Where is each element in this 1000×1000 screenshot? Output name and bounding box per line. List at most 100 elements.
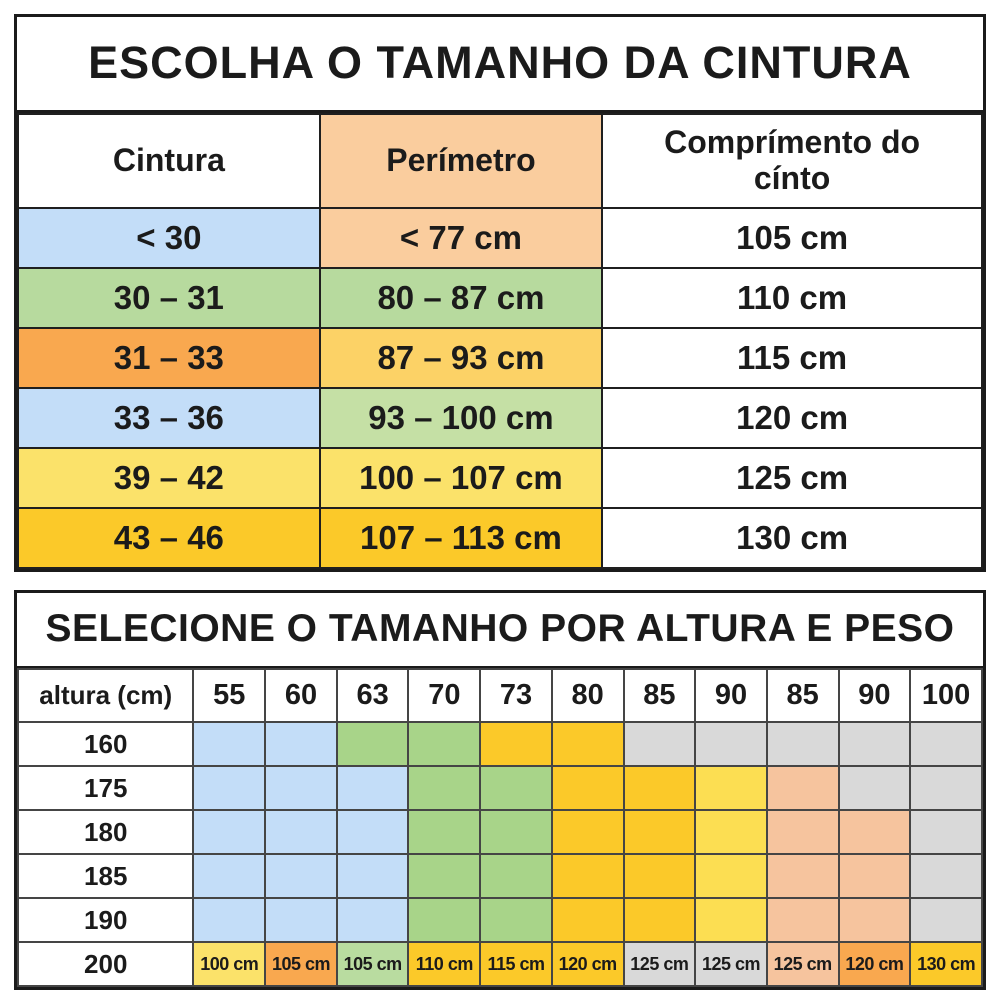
color-cell bbox=[694, 897, 768, 943]
color-cell bbox=[479, 809, 553, 855]
color-cell bbox=[837, 809, 912, 855]
color-cell bbox=[622, 765, 697, 811]
column-header: 100 bbox=[909, 668, 983, 723]
height-row-header: 190 bbox=[16, 897, 195, 943]
size-cell: 110 cm bbox=[601, 267, 983, 329]
size-cell: 80 – 87 cm bbox=[318, 267, 604, 329]
size-cell: 130 cm bbox=[909, 941, 983, 987]
color-cell bbox=[550, 765, 625, 811]
color-cell bbox=[335, 765, 410, 811]
size-cell: 120 cm bbox=[837, 941, 912, 987]
color-cell bbox=[479, 765, 553, 811]
table-row: 31 – 33 87 – 93 cm 115 cm bbox=[17, 327, 983, 389]
color-cell bbox=[622, 897, 697, 943]
size-cell: 30 – 31 bbox=[17, 267, 321, 329]
color-cell bbox=[407, 897, 482, 943]
color-cell bbox=[550, 809, 625, 855]
height-weight-table-title: SELECIONE O TAMANHO POR ALTURA E PESO bbox=[17, 593, 983, 668]
size-cell: < 30 bbox=[17, 207, 321, 269]
table-row: 39 – 42 100 – 107 cm 125 cm bbox=[17, 447, 983, 509]
column-header: 80 bbox=[550, 668, 625, 723]
color-cell bbox=[909, 765, 983, 811]
column-header: 85 bbox=[622, 668, 697, 723]
color-cell bbox=[765, 853, 840, 899]
size-cell: 130 cm bbox=[601, 507, 983, 569]
table-row: 185 bbox=[16, 853, 983, 899]
color-cell bbox=[837, 853, 912, 899]
color-cell bbox=[479, 721, 553, 767]
waist-table-header-row: Cintura Perímetro Comprímento do cínto bbox=[17, 113, 983, 209]
size-cell: 120 cm bbox=[601, 387, 983, 449]
color-cell bbox=[909, 721, 983, 767]
color-cell bbox=[765, 765, 840, 811]
table-row: 175 bbox=[16, 765, 983, 811]
column-header-label: Comprímento do cínto bbox=[664, 124, 921, 196]
height-row-header: 160 bbox=[16, 721, 195, 767]
color-cell bbox=[622, 853, 697, 899]
color-cell bbox=[264, 765, 338, 811]
column-header: 55 bbox=[192, 668, 267, 723]
color-cell bbox=[335, 721, 410, 767]
table-row: 30 – 31 80 – 87 cm 110 cm bbox=[17, 267, 983, 329]
color-cell bbox=[407, 853, 482, 899]
height-weight-table-section: SELECIONE O TAMANHO POR ALTURA E PESO al… bbox=[14, 590, 986, 990]
size-cell: 43 – 46 bbox=[17, 507, 321, 569]
size-cell: 120 cm bbox=[550, 941, 625, 987]
color-cell bbox=[550, 853, 625, 899]
table-row: 200 100 cm 105 cm 105 cm 110 cm 115 cm 120 cm 1… bbox=[16, 941, 983, 987]
color-cell bbox=[909, 853, 983, 899]
size-cell: 100 – 107 cm bbox=[318, 447, 604, 509]
table-row: 160 bbox=[16, 721, 983, 767]
table-row: 180 bbox=[16, 809, 983, 855]
color-cell bbox=[909, 809, 983, 855]
color-cell bbox=[407, 721, 482, 767]
column-header-label: Perímetro bbox=[386, 142, 536, 179]
size-cell: 107 – 113 cm bbox=[318, 507, 604, 569]
column-header-label: 90 bbox=[714, 679, 748, 711]
height-row-header: 185 bbox=[16, 853, 195, 899]
height-row-header: 180 bbox=[16, 809, 195, 855]
color-cell bbox=[264, 853, 338, 899]
column-header: Cintura bbox=[17, 113, 321, 209]
color-cell bbox=[479, 897, 553, 943]
color-cell bbox=[837, 897, 912, 943]
color-cell bbox=[622, 721, 697, 767]
size-cell: 125 cm bbox=[601, 447, 983, 509]
color-cell bbox=[694, 765, 768, 811]
color-cell bbox=[335, 809, 410, 855]
color-cell bbox=[264, 897, 338, 943]
color-cell bbox=[192, 853, 267, 899]
color-cell bbox=[694, 809, 768, 855]
size-cell: 110 cm bbox=[407, 941, 482, 987]
column-header: altura (cm) bbox=[16, 668, 195, 723]
column-header-label: altura (cm) bbox=[39, 680, 173, 710]
height-weight-header-row: altura (cm) 55 60 63 70 73 80 85 90 85 90 100 bbox=[16, 668, 983, 723]
column-header: Comprímento do cínto bbox=[601, 113, 983, 209]
color-cell bbox=[622, 809, 697, 855]
column-header-label: 90 bbox=[858, 679, 891, 711]
column-header: 73 bbox=[479, 668, 553, 723]
color-cell bbox=[407, 765, 482, 811]
column-header: Perímetro bbox=[318, 113, 604, 209]
height-weight-table: altura (cm) 55 60 63 70 73 80 85 90 85 90 100 160 17… bbox=[16, 668, 983, 987]
column-header-label: 60 bbox=[284, 679, 318, 711]
size-cell: 105 cm bbox=[335, 941, 410, 987]
color-cell bbox=[192, 765, 267, 811]
height-row-header: 200 bbox=[16, 941, 195, 987]
table-row: 43 – 46 107 – 113 cm 130 cm bbox=[17, 507, 983, 569]
color-cell bbox=[765, 897, 840, 943]
column-header-label: 100 bbox=[921, 679, 971, 711]
color-cell bbox=[837, 765, 912, 811]
color-cell bbox=[335, 897, 410, 943]
waist-size-table: Cintura Perímetro Comprímento do cínto < 3… bbox=[17, 113, 983, 569]
color-cell bbox=[407, 809, 482, 855]
column-header: 60 bbox=[264, 668, 338, 723]
color-cell bbox=[909, 897, 983, 943]
color-cell bbox=[765, 721, 840, 767]
size-cell: 100 cm bbox=[192, 941, 267, 987]
size-cell: 115 cm bbox=[479, 941, 553, 987]
size-cell: 87 – 93 cm bbox=[318, 327, 604, 389]
size-cell: 125 cm bbox=[765, 941, 840, 987]
color-cell bbox=[192, 721, 267, 767]
